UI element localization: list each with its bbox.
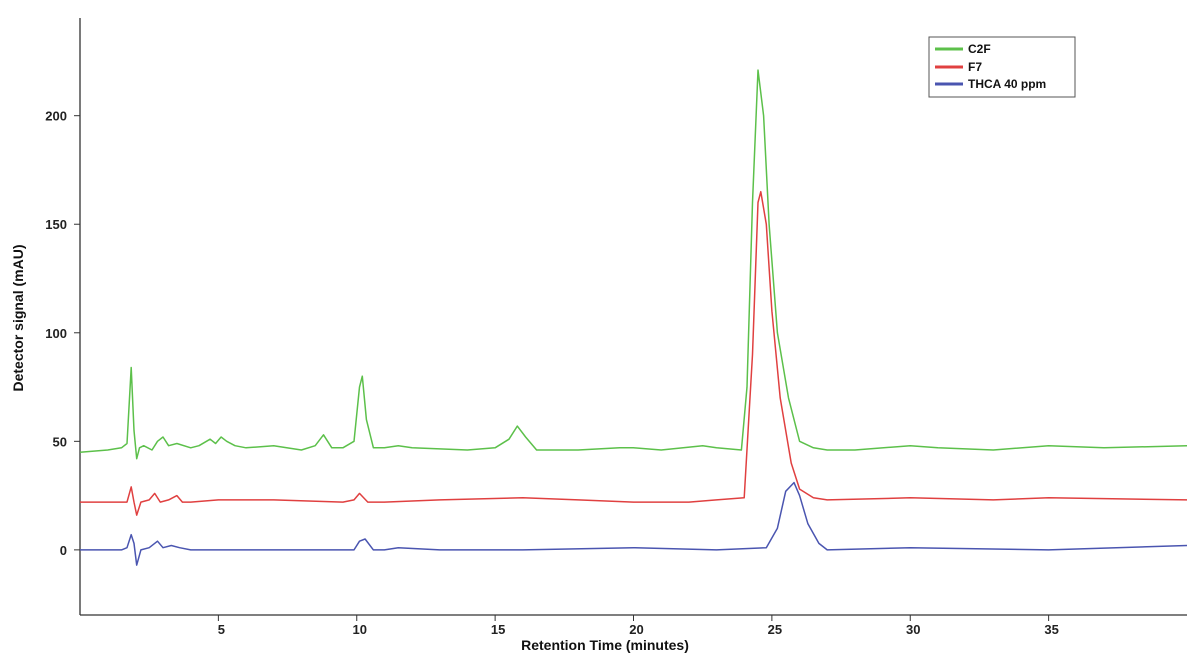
series-lines bbox=[79, 69, 1187, 566]
legend-label-thca: THCA 40 ppm bbox=[968, 77, 1046, 91]
series-line-thca-40-ppm bbox=[80, 481, 1187, 566]
x-tick-label: 35 bbox=[1044, 622, 1058, 637]
series-line-c2f bbox=[79, 69, 1187, 460]
y-tick-label: 150 bbox=[45, 217, 67, 232]
x-tick-label: 30 bbox=[906, 622, 920, 637]
legend-label-f7: F7 bbox=[968, 60, 982, 74]
axis-ticks: 0 50 100 150 200 5 10 15 20 25 30 35 bbox=[45, 109, 1059, 637]
y-tick-label: 0 bbox=[60, 543, 67, 558]
y-tick-label: 100 bbox=[45, 326, 67, 341]
y-tick-label: 50 bbox=[53, 434, 67, 449]
x-axis-title: Retention Time (minutes) bbox=[521, 637, 689, 653]
y-axis-title: Detector signal (mAU) bbox=[10, 244, 26, 391]
x-tick-label: 25 bbox=[768, 622, 782, 637]
x-tick-label: 20 bbox=[629, 622, 643, 637]
series-line-f7 bbox=[80, 190, 1187, 516]
x-tick-label: 5 bbox=[218, 622, 225, 637]
x-tick-label: 10 bbox=[353, 622, 367, 637]
x-tick-label: 15 bbox=[491, 622, 505, 637]
y-tick-label: 200 bbox=[45, 109, 67, 124]
legend: C2F F7 THCA 40 ppm bbox=[928, 36, 1076, 98]
legend-label-c2f: C2F bbox=[968, 42, 991, 56]
